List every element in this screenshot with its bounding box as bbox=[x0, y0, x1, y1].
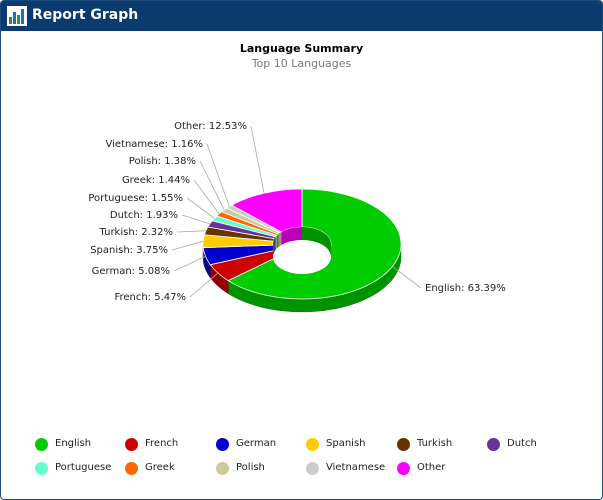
panel-title: Report Graph bbox=[32, 7, 139, 23]
chart-title: Language Summary bbox=[239, 42, 364, 55]
legend-swatch-spanish bbox=[306, 438, 319, 451]
leader-line-german bbox=[173, 255, 206, 272]
legend-swatch-turkish bbox=[397, 438, 410, 451]
pie-chart: English: 63.39% French: 5.47% German: 5.08… bbox=[88, 121, 506, 313]
legend-label-french: French bbox=[145, 438, 179, 449]
slice-label-polish: Polish: 1.38% bbox=[129, 156, 196, 167]
chart-subtitle: Top 10 Languages bbox=[251, 57, 352, 70]
legend-swatch-greek bbox=[125, 462, 138, 475]
legend-swatch-dutch bbox=[487, 438, 500, 451]
pie-hole-wall-other bbox=[281, 227, 302, 246]
leader-line-portuguese bbox=[186, 197, 215, 219]
pie-hole-wall-turkish bbox=[273, 238, 275, 255]
legend-label-vietnamese: Vietnamese bbox=[326, 462, 386, 473]
slice-label-french: French: 5.47% bbox=[114, 292, 186, 303]
legend-label-polish: Polish bbox=[236, 462, 265, 473]
leader-line-english bbox=[392, 266, 422, 289]
legend-swatch-polish bbox=[216, 462, 229, 475]
leader-line-spanish bbox=[171, 240, 204, 251]
leader-line-turkish bbox=[176, 230, 206, 233]
legend-swatch-french bbox=[125, 438, 138, 451]
slice-labels: English: 63.39% French: 5.47% German: 5.08… bbox=[88, 121, 505, 303]
pie-hole-wall-greek bbox=[277, 234, 279, 249]
pie-hole-wall-polish bbox=[278, 232, 281, 248]
legend-swatch-english bbox=[35, 438, 48, 451]
pie-hole bbox=[273, 227, 331, 274]
leader-line-vietnamese bbox=[206, 143, 230, 207]
pie-hole-wall-portuguese bbox=[275, 235, 278, 250]
legend-label-spanish: Spanish bbox=[326, 438, 366, 449]
slice-label-english: English: 63.39% bbox=[425, 283, 506, 294]
legend-label-english: English bbox=[55, 438, 92, 449]
legend-swatch-vietnamese bbox=[306, 462, 319, 475]
slice-label-greek: Greek: 1.44% bbox=[122, 175, 190, 186]
slice-label-turkish: Turkish: 2.32% bbox=[99, 227, 173, 238]
panel-header: Report Graph bbox=[1, 1, 602, 31]
legend-swatch-other bbox=[397, 462, 410, 475]
legend-label-turkish: Turkish bbox=[417, 438, 453, 449]
leader-line-french bbox=[189, 272, 219, 298]
legend-label-german: German bbox=[236, 438, 277, 449]
bar-chart-icon bbox=[7, 6, 27, 26]
slice-label-dutch: Dutch: 1.93% bbox=[110, 210, 178, 221]
legend-label-portuguese: Portuguese bbox=[55, 462, 112, 473]
leader-line-greek bbox=[193, 179, 220, 215]
legend-label-dutch: Dutch bbox=[507, 438, 537, 449]
slice-label-german: German: 5.08% bbox=[92, 266, 170, 277]
legend-label-other: Other bbox=[417, 462, 446, 473]
legend-swatch-german bbox=[216, 438, 229, 451]
legend-label-greek: Greek bbox=[145, 462, 175, 473]
leader-line-other bbox=[250, 125, 265, 194]
slice-label-portuguese: Portuguese: 1.55% bbox=[88, 193, 183, 204]
slice-label-spanish: Spanish: 3.75% bbox=[90, 245, 168, 256]
leader-line-polish bbox=[199, 160, 225, 211]
slice-label-vietnamese: Vietnamese: 1.16% bbox=[105, 139, 203, 150]
pie-hole-wall-english bbox=[302, 227, 331, 257]
leader-line-dutch bbox=[181, 214, 211, 225]
pie-hole-wall-dutch bbox=[274, 236, 276, 252]
slice-label-other: Other: 12.53% bbox=[174, 121, 247, 132]
legend-swatch-portuguese bbox=[35, 462, 48, 475]
pie-hole-wall-vietnamese bbox=[280, 232, 282, 246]
pie-hole-floor bbox=[273, 240, 331, 274]
